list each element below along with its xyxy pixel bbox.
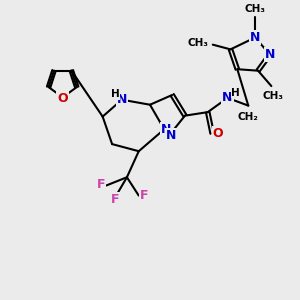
Text: H: H xyxy=(232,88,240,98)
Text: N: N xyxy=(166,129,176,142)
Text: CH₂: CH₂ xyxy=(238,112,259,122)
Text: F: F xyxy=(140,189,148,202)
Text: CH₃: CH₃ xyxy=(244,4,266,14)
Text: N: N xyxy=(160,123,171,136)
Text: N: N xyxy=(250,31,260,44)
Text: CH₃: CH₃ xyxy=(262,91,283,100)
Text: CH₃: CH₃ xyxy=(187,38,208,48)
Text: H: H xyxy=(111,89,120,99)
Text: F: F xyxy=(111,193,120,206)
Text: N: N xyxy=(265,48,275,61)
Text: N: N xyxy=(222,92,233,104)
Text: O: O xyxy=(57,92,68,105)
Text: F: F xyxy=(97,178,105,190)
Text: O: O xyxy=(213,127,224,140)
Text: N: N xyxy=(117,93,127,106)
